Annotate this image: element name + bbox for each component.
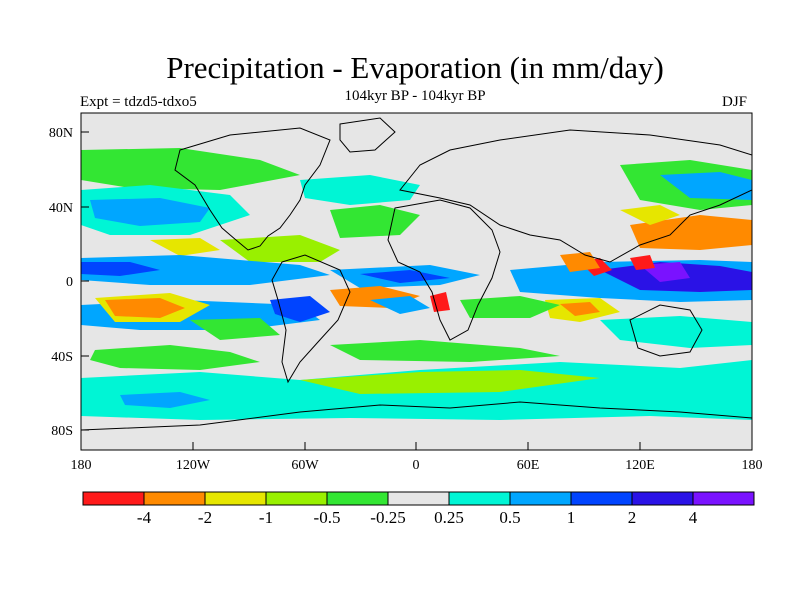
colorbar-label: 0.25: [434, 508, 464, 527]
season-label: DJF: [722, 94, 748, 110]
colorbar-swatch: [509, 491, 572, 506]
colorbar-label: 1: [567, 508, 576, 527]
field-patch: [620, 205, 680, 225]
field-patch: [600, 316, 752, 348]
field-patch: [360, 270, 450, 283]
field-patch: [430, 292, 450, 312]
colorbar-label: -2: [198, 508, 212, 527]
field-patch: [330, 340, 560, 362]
colorbar-swatch: [326, 491, 389, 506]
colorbar-swatch: [204, 491, 267, 506]
colorbar-swatch: [265, 491, 328, 506]
coastline-eurasia: [399, 129, 752, 263]
lon-tick-label: 120W: [176, 458, 211, 473]
colorbar-swatch: [570, 491, 633, 506]
field-patch: [300, 175, 420, 205]
field-patch: [560, 302, 600, 316]
colorbar-swatch: [387, 491, 450, 506]
field-patch: [460, 296, 560, 318]
coastline-antarctica: [81, 401, 752, 431]
colorbar-label: 4: [689, 508, 698, 527]
coastlines: [81, 117, 752, 431]
map-title: Precipitation - Evaporation (in mm/day): [166, 50, 664, 85]
coastline-greenland: [339, 117, 396, 153]
colorbar-label: -4: [137, 508, 152, 527]
lat-tick-label: 0: [66, 275, 73, 290]
colorbar-label: -1: [259, 508, 273, 527]
colorbar-swatch: [692, 491, 755, 506]
field-patch: [90, 198, 210, 226]
map-subtitle: 104kyr BP - 104kyr BP: [344, 88, 486, 104]
field-patch: [370, 296, 430, 314]
field-patch: [150, 238, 220, 256]
field-patch: [81, 148, 300, 190]
field-patch: [120, 392, 210, 408]
colorbar-label: 2: [628, 508, 637, 527]
field-patch: [330, 205, 420, 238]
colorbar: -4 -2 -1 -0.5 -0.25 0.25 0.5 1 2 4: [82, 491, 755, 527]
lon-tick-label: 180: [742, 458, 763, 473]
lat-tick-label: 40S: [51, 350, 73, 365]
field-patch: [560, 252, 600, 272]
experiment-label: Expt = tdzd5-tdxo5: [80, 94, 197, 110]
latitude-axis: 80N 40N 0 40S 80S: [49, 126, 89, 439]
field-patch: [105, 298, 185, 318]
coastline-north-america: [174, 127, 331, 251]
field-patch: [270, 296, 330, 322]
lon-tick-label: 60E: [517, 458, 540, 473]
colorbar-swatch: [82, 491, 145, 506]
colorbar-label: -0.5: [314, 508, 341, 527]
colorbar-label: 0.5: [499, 508, 520, 527]
field-patch: [660, 172, 752, 200]
field-patch: [90, 345, 260, 370]
lon-tick-label: 180: [71, 458, 92, 473]
colorbar-swatch: [631, 491, 694, 506]
map-field: [81, 113, 752, 450]
lat-tick-label: 40N: [49, 201, 73, 216]
lat-tick-label: 80N: [49, 126, 73, 141]
field-patch: [630, 255, 655, 270]
coastline-australia: [629, 304, 703, 357]
colorbar-swatch: [448, 491, 511, 506]
lon-tick-label: 60W: [291, 458, 319, 473]
colorbar-swatch: [143, 491, 206, 506]
field-patch: [630, 215, 752, 250]
coastline-south-america: [271, 254, 351, 384]
field-patch: [190, 318, 280, 340]
lon-tick-label: 0: [413, 458, 420, 473]
field-patch: [81, 262, 160, 276]
field-patch: [220, 235, 340, 262]
field-patch: [300, 370, 600, 394]
field-patch: [81, 255, 330, 285]
lat-tick-label: 80S: [51, 424, 73, 439]
longitude-axis: 180 120W 60W 0 60E 120E 180: [71, 442, 763, 473]
lon-tick-label: 120E: [625, 458, 655, 473]
colorbar-label: -0.25: [370, 508, 405, 527]
coastline-africa: [387, 199, 501, 341]
